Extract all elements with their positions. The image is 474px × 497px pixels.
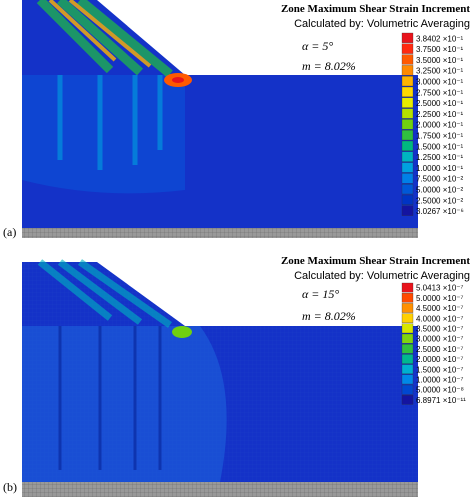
legend-label: 6.8971 ×10⁻¹¹ [416,396,466,405]
legend-swatch [401,32,414,43]
legend-label: 5.0413 ×10⁻⁷ [416,284,463,293]
legend-label: 5.0000 ×10⁻⁷ [416,294,463,303]
legend-swatch [401,173,414,184]
legend-label: 7.5000 ×10⁻² [416,175,463,184]
legend-swatch [401,97,414,108]
parameter: m = 8.02% [302,309,356,323]
legend-swatch [401,205,414,216]
legend-label: 2.5000 ×10⁻² [416,196,463,205]
legend-swatch [401,384,414,395]
legend-swatch [401,354,414,364]
legend-label: 1.0000 ×10⁻⁷ [416,376,463,385]
legend-swatch [401,333,414,344]
panel-label: (b) [3,480,17,494]
legend-swatch [401,76,414,87]
legend-subtitle: Calculated by: Volumetric Averaging [294,270,470,282]
legend-swatch [401,303,414,313]
legend-label: 3.0000 ×10⁻⁷ [416,335,463,344]
legend-label: 1.7500 ×10⁻¹ [416,132,463,141]
legend-swatch [401,364,414,374]
legend-label: 1.2500 ×10⁻¹ [416,153,463,162]
legend-swatch [401,374,414,385]
parameter: α = 5° [302,39,333,53]
legend-label: 1.5000 ×10⁻¹ [416,142,463,151]
legend-label: 2.5000 ×10⁻⁷ [416,345,463,354]
legend-label: 4.5000 ×10⁻⁷ [416,304,463,313]
legend-title: Zone Maximum Shear Strain Increment [281,255,470,267]
legend-label: 3.7500 ×10⁻¹ [416,45,463,54]
legend-swatch [401,293,414,303]
panel-label: (a) [3,225,16,239]
panel-b-model [22,259,418,497]
legend-label: 4.0000 ×10⁻⁷ [416,314,463,323]
legend-swatch [401,130,414,141]
legend-label: 2.7500 ×10⁻¹ [416,88,463,97]
legend-label: 2.5000 ×10⁻¹ [416,99,463,108]
legend-swatch [401,151,414,162]
legend-label: 2.0000 ×10⁻⁷ [416,355,463,364]
legend-swatch [401,162,414,173]
legend-swatch [401,282,414,293]
legend-label: 1.5000 ×10⁻⁷ [416,365,463,374]
legend-swatch [401,54,414,65]
legend-label: 3.2500 ×10⁻¹ [416,67,463,76]
legend-label: 5.0000 ×10⁻² [416,186,463,195]
legend-label: 3.0267 ×10⁻⁶ [416,207,464,216]
panel-a-model [22,0,418,238]
legend-swatch [401,194,414,205]
legend-swatch [401,323,414,334]
legend-swatch [401,313,414,323]
legend-title: Zone Maximum Shear Strain Increment [281,3,470,15]
legend-swatch [401,395,414,405]
legend-swatch [401,65,414,76]
legend-swatch [401,344,414,354]
legend-swatch [401,119,414,130]
legend-swatch [401,184,414,195]
legend-label: 5.0000 ×10⁻⁸ [416,386,464,395]
legend-swatch [401,86,414,97]
legend-label: 3.5000 ×10⁻¹ [416,56,463,65]
legend-subtitle: Calculated by: Volumetric Averaging [294,18,470,30]
legend-label: 3.8402 ×10⁻¹ [416,34,463,43]
legend-swatch [401,140,414,151]
legend-label: 1.0000 ×10⁻¹ [416,164,463,173]
legend-swatch [401,108,414,119]
legend-label: 2.2500 ×10⁻¹ [416,110,463,119]
parameter: m = 8.02% [302,59,356,73]
parameter: α = 15° [302,287,339,301]
legend-label: 2.0000 ×10⁻¹ [416,121,463,130]
legend-swatch [401,43,414,54]
legend-label: 3.5000 ×10⁻⁷ [416,325,463,334]
legend-label: 3.0000 ×10⁻¹ [416,78,463,87]
